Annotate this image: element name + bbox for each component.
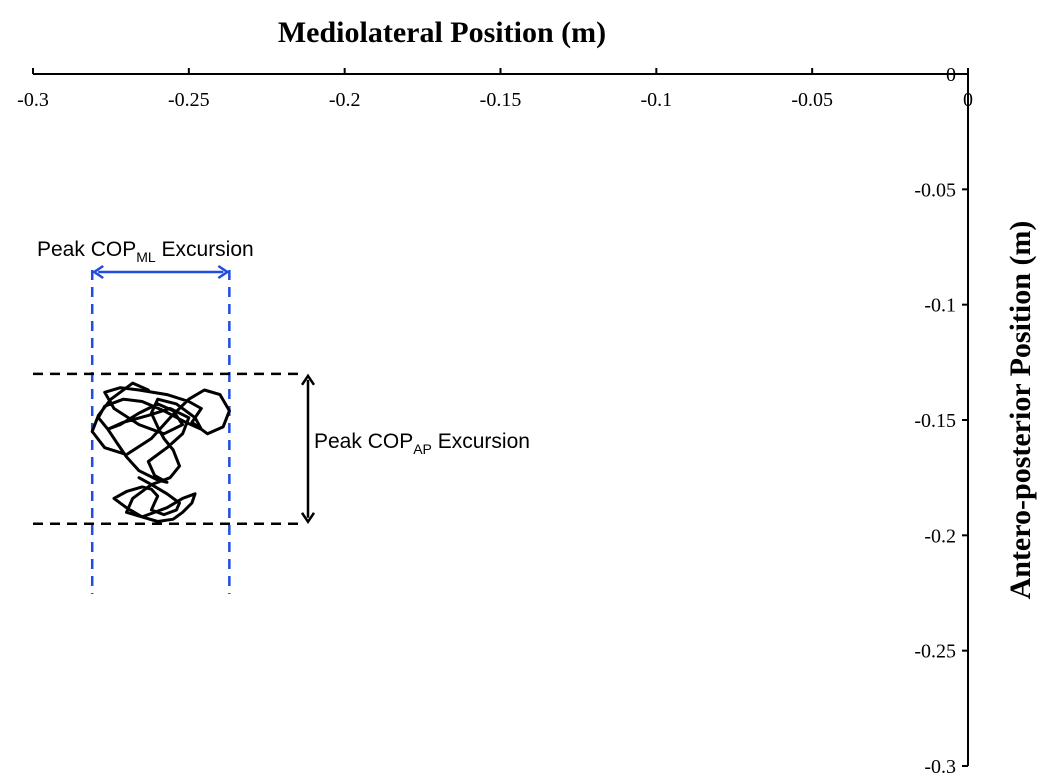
x-tick-label: -0.25	[168, 89, 210, 111]
ap-excursion-label: Peak COPAP Excursion	[314, 430, 530, 457]
y-axis-title: Antero-posterior Position (m)	[1004, 221, 1037, 600]
y-tick-label: -0.3	[924, 756, 956, 776]
x-tick-label: -0.15	[480, 89, 522, 111]
y-tick-label: -0.15	[914, 410, 956, 432]
x-tick-label: -0.2	[329, 89, 361, 111]
y-tick-label: 0	[946, 64, 956, 86]
ml-arrow-head-left	[91, 264, 104, 280]
ap-arrow-head-top	[300, 373, 316, 386]
axes	[32, 68, 969, 767]
x-tick-label: 0	[963, 89, 973, 111]
x-tick-label: -0.3	[17, 89, 49, 111]
annotations: Peak COPML Excursion Peak COPAP Excursion	[37, 238, 530, 525]
ap-arrow-head-bottom	[300, 512, 316, 525]
ml-arrow-head-right	[217, 264, 230, 280]
y-tick-label: -0.25	[914, 641, 956, 663]
series-layer	[90, 381, 231, 523]
y-tick-label: -0.2	[924, 525, 956, 547]
ml-excursion-label: Peak COPML Excursion	[37, 238, 254, 265]
y-tick-label: -0.1	[924, 295, 956, 317]
x-tick-label: -0.1	[640, 89, 672, 111]
x-axis-title: Mediolateral Position (m)	[278, 16, 606, 49]
tick-labels: -0.3 -0.25 -0.2 -0.15 -0.1 -0.05 00 -0.05 -0.1 -0…	[17, 64, 973, 778]
y-tick-label: -0.05	[914, 179, 956, 201]
cop-trajectory-line	[90, 381, 231, 523]
x-tick-label: -0.05	[791, 89, 833, 111]
